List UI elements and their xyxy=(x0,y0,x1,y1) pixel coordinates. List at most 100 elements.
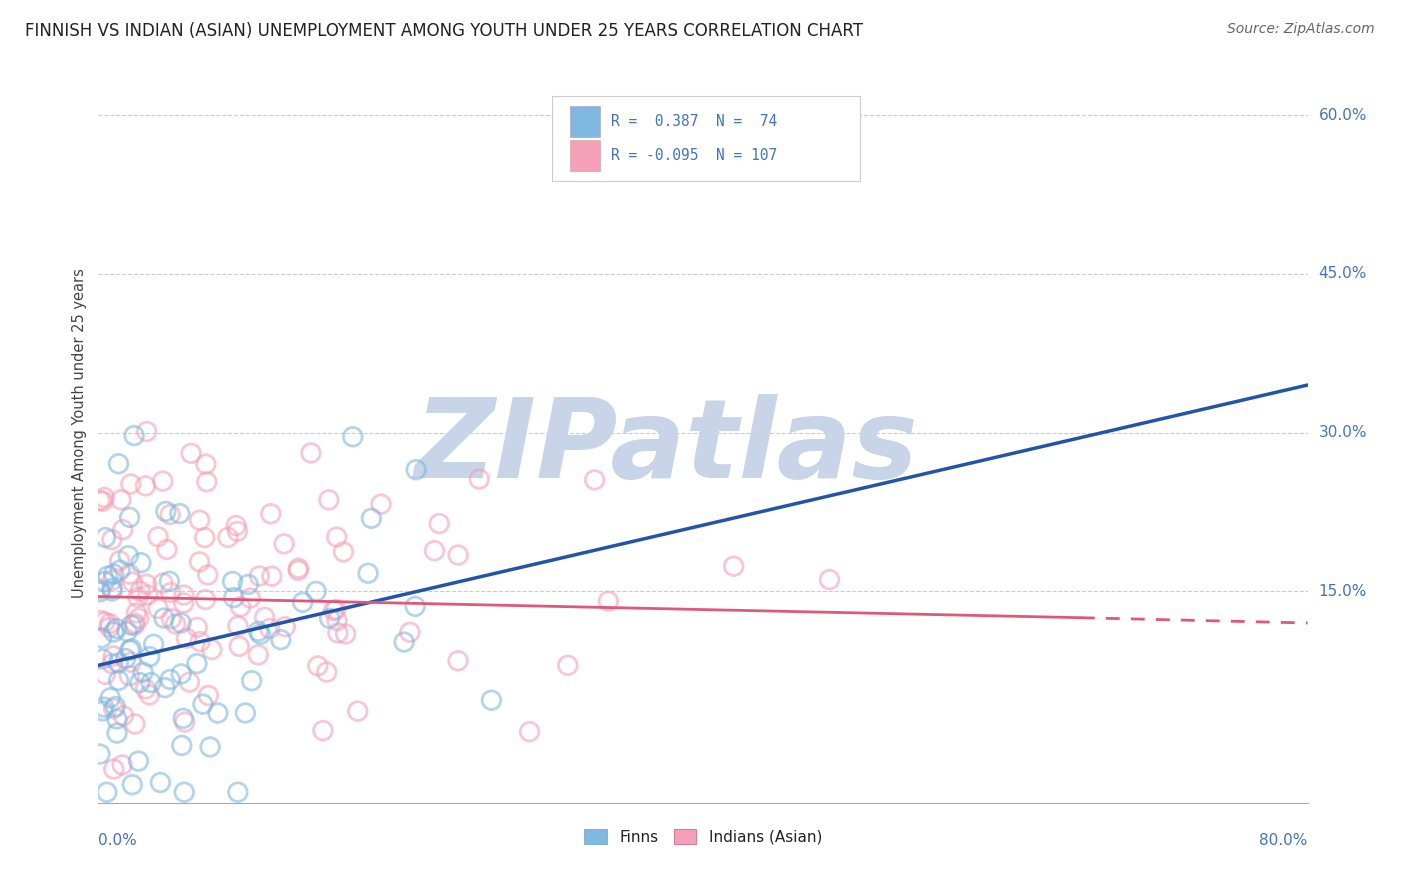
Point xyxy=(335,627,357,641)
Point xyxy=(120,618,142,632)
Point xyxy=(120,477,142,491)
Point xyxy=(146,601,169,615)
Point xyxy=(226,785,249,799)
Point xyxy=(120,642,142,657)
Text: 45.0%: 45.0% xyxy=(1319,267,1367,282)
Point xyxy=(447,654,470,668)
Point xyxy=(247,569,270,583)
Point xyxy=(89,747,111,761)
Point xyxy=(194,592,217,607)
Point xyxy=(128,611,150,625)
Point xyxy=(198,739,221,754)
Point xyxy=(299,446,322,460)
Point xyxy=(360,511,382,525)
Point xyxy=(107,673,129,688)
Point xyxy=(128,675,150,690)
Point xyxy=(101,581,124,595)
Text: 15.0%: 15.0% xyxy=(1319,583,1367,599)
Point xyxy=(132,665,155,680)
Point xyxy=(124,615,146,630)
Point xyxy=(260,507,283,521)
Point xyxy=(287,564,309,578)
Point xyxy=(239,591,262,606)
Point xyxy=(91,494,114,508)
Point xyxy=(93,700,115,714)
Point xyxy=(468,472,491,486)
Point xyxy=(342,430,364,444)
Point xyxy=(818,573,841,587)
Point xyxy=(207,706,229,720)
Point xyxy=(121,575,143,590)
Point xyxy=(392,635,415,649)
Point xyxy=(134,479,156,493)
Point xyxy=(217,530,239,544)
FancyBboxPatch shape xyxy=(551,95,860,181)
Point xyxy=(129,584,152,599)
Point xyxy=(253,610,276,624)
Point xyxy=(124,717,146,731)
Point xyxy=(238,577,260,591)
Point xyxy=(98,620,121,634)
Point xyxy=(235,706,257,720)
Point xyxy=(173,588,195,602)
Point xyxy=(139,675,162,690)
Point xyxy=(188,555,211,569)
Point xyxy=(107,457,129,471)
Bar xyxy=(569,140,600,171)
Text: Source: ZipAtlas.com: Source: ZipAtlas.com xyxy=(1227,22,1375,37)
Point xyxy=(118,510,141,524)
Point xyxy=(98,616,121,631)
Point xyxy=(146,530,169,544)
Point xyxy=(291,595,314,609)
Point xyxy=(96,785,118,799)
Point xyxy=(287,561,309,575)
Point xyxy=(135,425,157,439)
Point xyxy=(155,504,177,518)
Point xyxy=(583,473,606,487)
Point xyxy=(191,697,214,711)
Point xyxy=(111,523,134,537)
Point xyxy=(169,507,191,521)
Point xyxy=(101,657,124,671)
Point xyxy=(127,591,149,605)
Point xyxy=(97,569,120,583)
Point xyxy=(91,704,114,718)
Point xyxy=(120,655,142,669)
Point xyxy=(221,574,243,589)
Point xyxy=(105,622,128,636)
Point xyxy=(159,585,181,599)
Point xyxy=(260,569,283,583)
Point xyxy=(159,508,181,522)
Point xyxy=(228,640,250,654)
Point xyxy=(127,754,149,768)
Point xyxy=(108,563,131,577)
Text: 80.0%: 80.0% xyxy=(1260,833,1308,848)
Point xyxy=(404,599,426,614)
Point xyxy=(274,620,297,634)
Bar xyxy=(569,105,600,136)
Point xyxy=(89,582,111,597)
Point xyxy=(176,631,198,645)
Point xyxy=(101,533,124,547)
Point xyxy=(165,617,187,632)
Point xyxy=(149,775,172,789)
Point xyxy=(447,548,470,562)
Text: 30.0%: 30.0% xyxy=(1319,425,1367,440)
Point xyxy=(89,584,111,599)
Text: R =  0.387  N =  74: R = 0.387 N = 74 xyxy=(612,113,778,128)
Point xyxy=(105,712,128,726)
Point xyxy=(91,652,114,666)
Legend: Finns, Indians (Asian): Finns, Indians (Asian) xyxy=(578,822,828,851)
Point xyxy=(186,657,208,671)
Point xyxy=(598,594,620,608)
Point xyxy=(180,446,202,460)
Y-axis label: Unemployment Among Youth under 25 years: Unemployment Among Youth under 25 years xyxy=(72,268,87,598)
Point xyxy=(118,567,141,582)
Text: R = -0.095  N = 107: R = -0.095 N = 107 xyxy=(612,148,778,163)
Point xyxy=(90,631,112,645)
Point xyxy=(153,681,176,695)
Point xyxy=(332,545,354,559)
Point xyxy=(305,584,328,599)
Point xyxy=(405,463,427,477)
Point xyxy=(519,724,541,739)
